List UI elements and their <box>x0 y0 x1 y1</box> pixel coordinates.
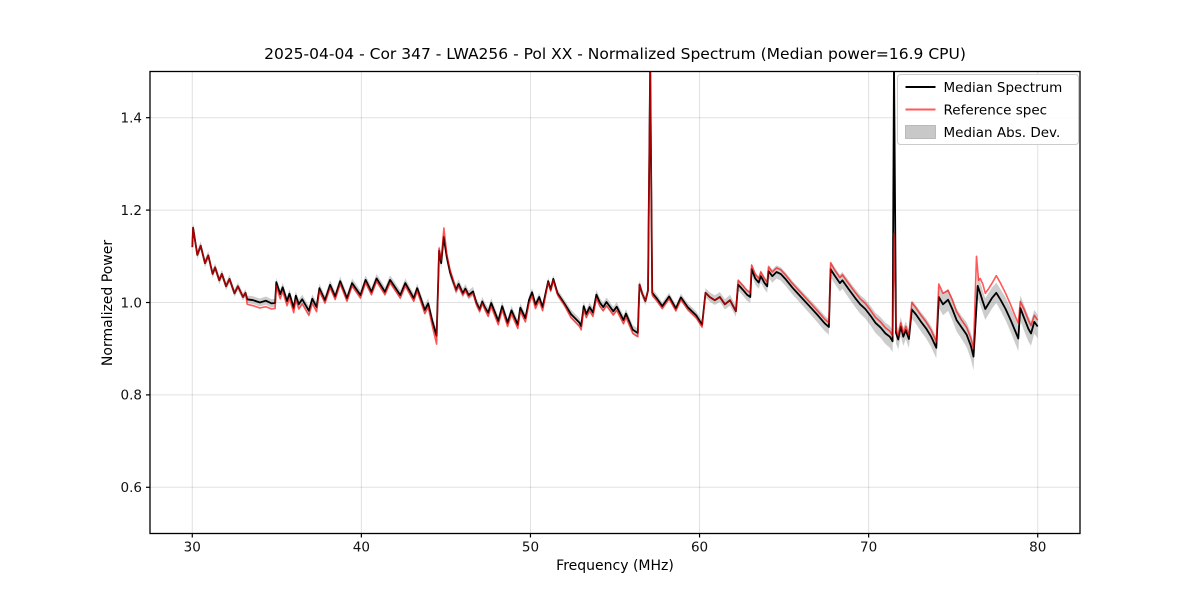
x-axis-label: Frequency (MHz) <box>556 558 674 574</box>
mad-band <box>192 71 1038 371</box>
y-tick-label: 0.8 <box>121 388 142 404</box>
y-tick-label: 1.2 <box>121 203 142 219</box>
chart-title: 2025-04-04 - Cor 347 - LWA256 - Pol XX -… <box>264 45 966 63</box>
y-tick-label: 0.6 <box>121 480 142 496</box>
legend-box <box>897 74 1079 145</box>
y-tick-label: 1.4 <box>121 111 142 127</box>
reference-spec-line <box>191 71 1039 350</box>
x-tick-label: 80 <box>1029 540 1046 556</box>
legend-item-label: Median Abs. Dev. <box>944 125 1061 141</box>
x-tick-label: 40 <box>353 540 370 556</box>
legend: Median Spectrum Reference spec Median Abs.… <box>897 74 1079 145</box>
x-tick-label: 60 <box>691 540 708 556</box>
legend-item-label: Median Spectrum <box>944 80 1063 96</box>
x-tick-label: 30 <box>184 540 201 556</box>
x-tick-label: 50 <box>522 540 539 556</box>
legend-sample-patch <box>905 125 936 139</box>
y-tick-label: 1.0 <box>121 295 142 311</box>
legend-item-label: Reference spec <box>944 102 1048 118</box>
x-tick-label: 70 <box>860 540 877 556</box>
